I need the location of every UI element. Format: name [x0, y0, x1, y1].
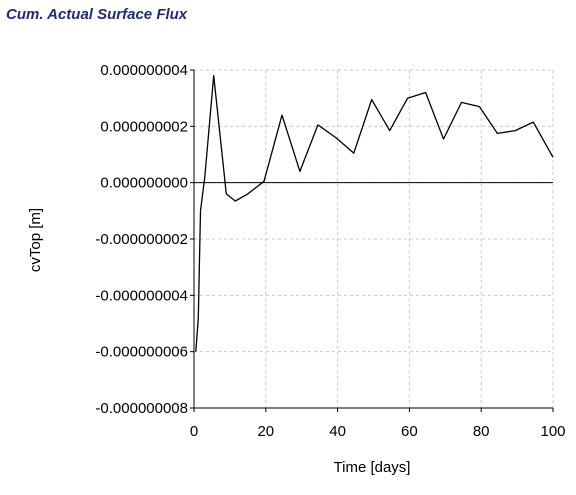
x-tick-label: 100: [540, 423, 565, 440]
y-tick-label: 0.000000004: [100, 62, 188, 79]
x-tick-label: 40: [329, 423, 346, 440]
x-axis-label: Time [days]: [334, 459, 411, 476]
grid: [194, 69, 554, 408]
y-tick-label: 0.000000000: [100, 175, 188, 192]
x-tick-label: 0: [190, 423, 198, 440]
y-tick-label: -0.000000004: [95, 287, 188, 304]
y-tick-label: -0.000000008: [95, 400, 188, 417]
y-tick-label: 0.000000002: [100, 118, 188, 135]
axes: [193, 70, 553, 409]
x-tick-label: 60: [401, 423, 418, 440]
y-axis-label: cvTop [m]: [27, 208, 44, 272]
tick-labels: 0.000000004 0.000000002 0.000000000 -0.0000…: [95, 62, 565, 440]
chart-title: Cum. Actual Surface Flux: [6, 6, 188, 23]
y-tick-label: -0.000000002: [95, 231, 188, 248]
y-tick-label: -0.000000006: [95, 344, 188, 361]
x-tick-label: 20: [257, 423, 274, 440]
series: [195, 74, 554, 352]
x-tick-label: 80: [473, 423, 490, 440]
series-line-0: [195, 74, 554, 352]
